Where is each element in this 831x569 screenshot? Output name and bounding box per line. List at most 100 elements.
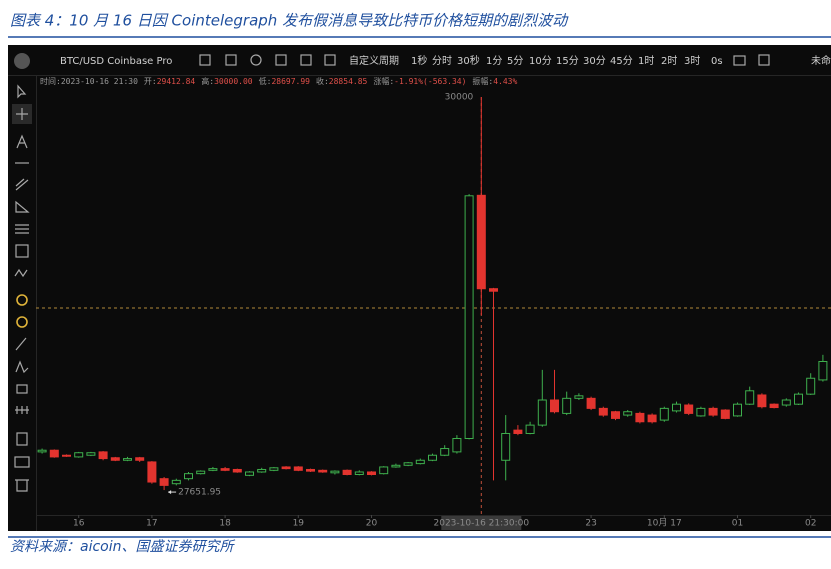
- tool-icon[interactable]: [15, 337, 27, 351]
- candle-body: [98, 451, 108, 460]
- candle-body: [123, 458, 132, 461]
- tool-icon[interactable]: [16, 108, 28, 120]
- candle-body: [257, 468, 267, 473]
- icon[interactable]: [199, 54, 211, 66]
- interval[interactable]: 分时: [432, 55, 452, 67]
- crosshair-label-bg: [441, 516, 522, 530]
- tool-icon[interactable]: [14, 268, 28, 278]
- info-key: 高:: [201, 76, 214, 86]
- info-key: 时间:: [40, 76, 61, 86]
- min-marker: 27651.95: [178, 488, 221, 498]
- interval[interactable]: 3时: [684, 55, 700, 67]
- interval[interactable]: 30分: [583, 55, 606, 67]
- interval[interactable]: 15分: [556, 55, 579, 67]
- x-tick-label: 20: [366, 519, 378, 529]
- interval[interactable]: 30秒: [457, 54, 480, 67]
- candle-body: [806, 377, 816, 395]
- countdown: 0s: [711, 56, 723, 67]
- candle-body: [440, 448, 450, 456]
- candle-body: [659, 407, 669, 421]
- candle-body: [586, 397, 596, 409]
- tool-icon[interactable]: [16, 294, 28, 306]
- tool-icon[interactable]: [16, 134, 28, 149]
- source: 资料来源：aicoin、国盛证券研究所: [10, 539, 235, 555]
- candle-body: [110, 457, 120, 461]
- interval[interactable]: 1分: [486, 55, 502, 67]
- tool-icon[interactable]: [15, 200, 30, 213]
- info-value: 29412.84: [157, 77, 196, 86]
- logo[interactable]: [14, 53, 30, 69]
- icon[interactable]: [250, 54, 262, 66]
- candle-body: [525, 424, 535, 434]
- x-tick-label: 10月 17: [647, 518, 682, 529]
- interval[interactable]: 10分: [529, 55, 552, 67]
- tool-icon[interactable]: [15, 479, 29, 492]
- candle-body: [318, 469, 328, 473]
- icon[interactable]: [758, 54, 770, 66]
- tool-icon[interactable]: [16, 316, 28, 328]
- tool-icon[interactable]: [16, 432, 28, 446]
- tool-icon[interactable]: [15, 224, 29, 234]
- candle-body: [220, 468, 230, 471]
- candle-body: [74, 452, 84, 458]
- max-marker: 30000: [445, 93, 474, 103]
- icon[interactable]: [300, 54, 312, 66]
- x-tick-label: 23: [585, 519, 596, 529]
- candle-body: [513, 429, 523, 434]
- candle-body: [550, 399, 559, 413]
- tool-icon[interactable]: [16, 384, 28, 394]
- crosshair-label: 2023-10-16 21:30:00: [434, 519, 530, 529]
- info-value: -1.91%(-563.34): [394, 77, 466, 86]
- icon[interactable]: [275, 54, 287, 66]
- candle-body: [342, 469, 352, 475]
- chart-frame: [8, 45, 831, 531]
- candle-body: [794, 393, 803, 405]
- info-value: 28854.85: [329, 77, 368, 86]
- x-tick-label: 17: [146, 519, 157, 529]
- candle-body: [733, 403, 742, 417]
- candle-body: [391, 464, 401, 468]
- candle-body: [86, 452, 96, 456]
- candle-body: [720, 409, 730, 419]
- candle-body: [184, 473, 193, 480]
- candle-body: [537, 399, 547, 426]
- tool-icon[interactable]: [15, 406, 29, 414]
- info-value: 30000.00: [214, 77, 253, 86]
- layout-name[interactable]: 未命名: [811, 54, 831, 67]
- icon[interactable]: [225, 54, 237, 66]
- candle-body: [574, 395, 584, 399]
- tool-icon[interactable]: [15, 178, 29, 191]
- x-tick-label: 18: [219, 519, 231, 529]
- icon[interactable]: [733, 55, 746, 66]
- candle-body: [159, 478, 169, 486]
- candle-body: [428, 454, 437, 461]
- candle-body: [232, 468, 242, 473]
- candle-body: [330, 470, 340, 474]
- tool-icon[interactable]: [14, 456, 30, 468]
- candle-body: [171, 479, 181, 485]
- interval[interactable]: 45分: [610, 55, 633, 67]
- info-key: 收:: [316, 76, 329, 86]
- candle-body: [415, 459, 425, 465]
- tool-icon[interactable]: [17, 84, 27, 99]
- interval[interactable]: 5分: [507, 55, 523, 67]
- info-line: 时间:2023-10-16 21:30 开:29412.84 高:30000.00 低…: [40, 76, 518, 86]
- candle-body: [769, 403, 779, 409]
- icon[interactable]: [324, 54, 336, 66]
- candle-body: [745, 390, 755, 405]
- period-menu[interactable]: 自定义周期: [349, 54, 399, 67]
- info-key: 低:: [259, 76, 272, 86]
- candle-body: [684, 404, 694, 414]
- symbol[interactable]: BTC/USD Coinbase Pro: [60, 56, 172, 67]
- candle-body: [37, 449, 47, 453]
- candle-body: [293, 466, 303, 471]
- candle-body: [62, 454, 71, 457]
- tool-icon[interactable]: [15, 360, 29, 374]
- info-key: 振幅:: [472, 76, 493, 86]
- tool-icon[interactable]: [15, 244, 29, 258]
- candle-body: [245, 471, 254, 476]
- interval[interactable]: 1秒: [411, 54, 427, 67]
- candle-body: [818, 361, 828, 381]
- interval[interactable]: 2时: [661, 55, 677, 67]
- interval[interactable]: 1时: [638, 55, 654, 67]
